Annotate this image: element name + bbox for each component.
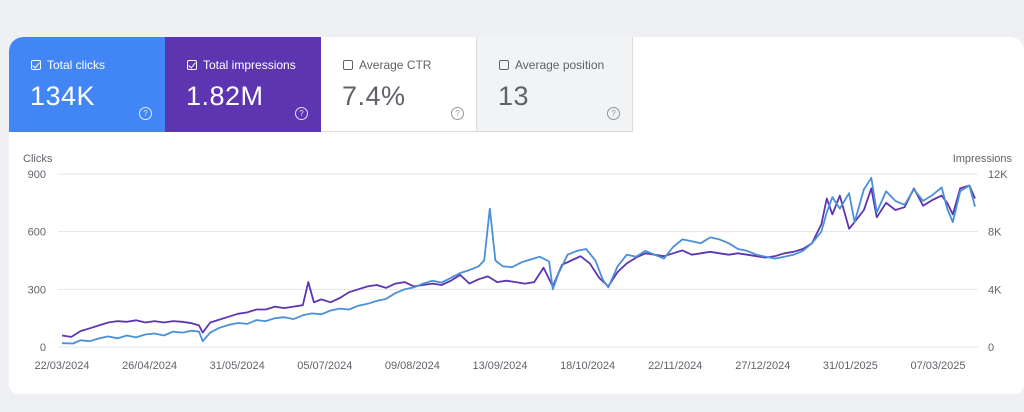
y-axis-left-label: Clicks <box>23 153 53 165</box>
performance-card: Total clicks 134K ? Total impressions 1.… <box>9 37 1024 394</box>
x-tick-label: 26/04/2024 <box>122 360 177 372</box>
metric-total-clicks[interactable]: Total clicks 134K ? <box>9 37 165 132</box>
x-tick-label: 27/12/2024 <box>735 360 790 372</box>
metric-average-ctr[interactable]: Average CTR 7.4% ? <box>321 37 477 132</box>
series-line-clicks <box>61 176 976 345</box>
metric-total-impressions[interactable]: Total impressions 1.82M ? <box>165 37 321 132</box>
metric-header: Average CTR <box>343 58 431 72</box>
help-icon[interactable]: ? <box>607 107 620 120</box>
y-axis-right-label: Impressions <box>953 153 1013 165</box>
y-tick-right-label: 8K <box>988 227 1002 239</box>
metric-tabs: Total clicks 134K ? Total impressions 1.… <box>9 37 633 132</box>
checkbox-unchecked-icon[interactable] <box>499 60 509 70</box>
x-tick-label: 18/10/2024 <box>560 360 615 372</box>
metric-value: 134K <box>30 81 96 111</box>
checkbox-unchecked-icon[interactable] <box>343 60 353 70</box>
x-tick-label: 07/03/2025 <box>910 360 965 372</box>
y-tick-left-label: 0 <box>40 342 46 354</box>
x-tick-label: 09/08/2024 <box>385 360 440 372</box>
help-icon[interactable]: ? <box>451 107 464 120</box>
metric-header: Average position <box>499 58 604 72</box>
x-tick-label: 31/05/2024 <box>210 360 265 372</box>
help-icon[interactable]: ? <box>139 107 152 120</box>
y-tick-right-label: 4K <box>988 284 1002 296</box>
metric-label: Total clicks <box>47 58 106 72</box>
x-tick-label: 05/07/2024 <box>297 360 352 372</box>
metric-header: Total clicks <box>31 58 105 72</box>
metric-average-position[interactable]: Average position 13 ? <box>477 37 633 132</box>
metric-label: Total impressions <box>203 58 296 72</box>
series-line-impressions <box>61 184 976 338</box>
y-tick-right-label: 0 <box>988 342 994 354</box>
checkbox-checked-icon[interactable] <box>187 60 197 70</box>
x-tick-label: 22/11/2024 <box>648 360 702 372</box>
x-tick-label: 13/09/2024 <box>472 360 527 372</box>
metric-header: Total impressions <box>187 58 296 72</box>
metric-label: Average CTR <box>359 58 432 72</box>
metric-value: 7.4% <box>342 81 406 111</box>
y-tick-left-label: 900 <box>28 169 46 181</box>
y-tick-right-label: 12K <box>988 169 1008 181</box>
metric-label: Average position <box>515 58 605 72</box>
help-icon[interactable]: ? <box>295 107 308 120</box>
x-tick-label: 31/01/2025 <box>823 360 878 372</box>
y-tick-left-label: 600 <box>28 227 46 239</box>
x-tick-label: 22/03/2024 <box>34 360 89 372</box>
metric-value: 1.82M <box>186 81 264 111</box>
checkbox-checked-icon[interactable] <box>31 60 41 70</box>
metric-value: 13 <box>498 81 530 111</box>
y-tick-left-label: 300 <box>28 284 46 296</box>
